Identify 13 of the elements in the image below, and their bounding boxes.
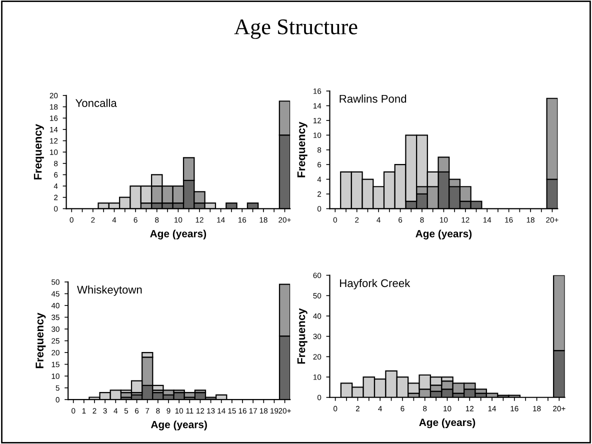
y-axis-title: Frequency: [34, 124, 44, 180]
x-axis-title: Age (years): [419, 418, 476, 428]
y-axis-title: Frequency: [297, 308, 308, 364]
text: Age Structure: [234, 19, 358, 39]
y-axis-title: Frequency: [36, 312, 46, 368]
x-axis-title: Age (years): [416, 230, 472, 240]
chart-title: Hayfork Creek: [340, 278, 410, 290]
chart-title: Yoncalla: [76, 98, 117, 108]
y-axis-title: Frequency: [297, 122, 308, 178]
x-axis-title: Age (years): [150, 230, 206, 240]
chart-title: Rawlins Pond: [340, 94, 406, 103]
x-axis-title: Age (years): [150, 420, 207, 430]
chart-title: Whiskeytown: [77, 285, 142, 296]
